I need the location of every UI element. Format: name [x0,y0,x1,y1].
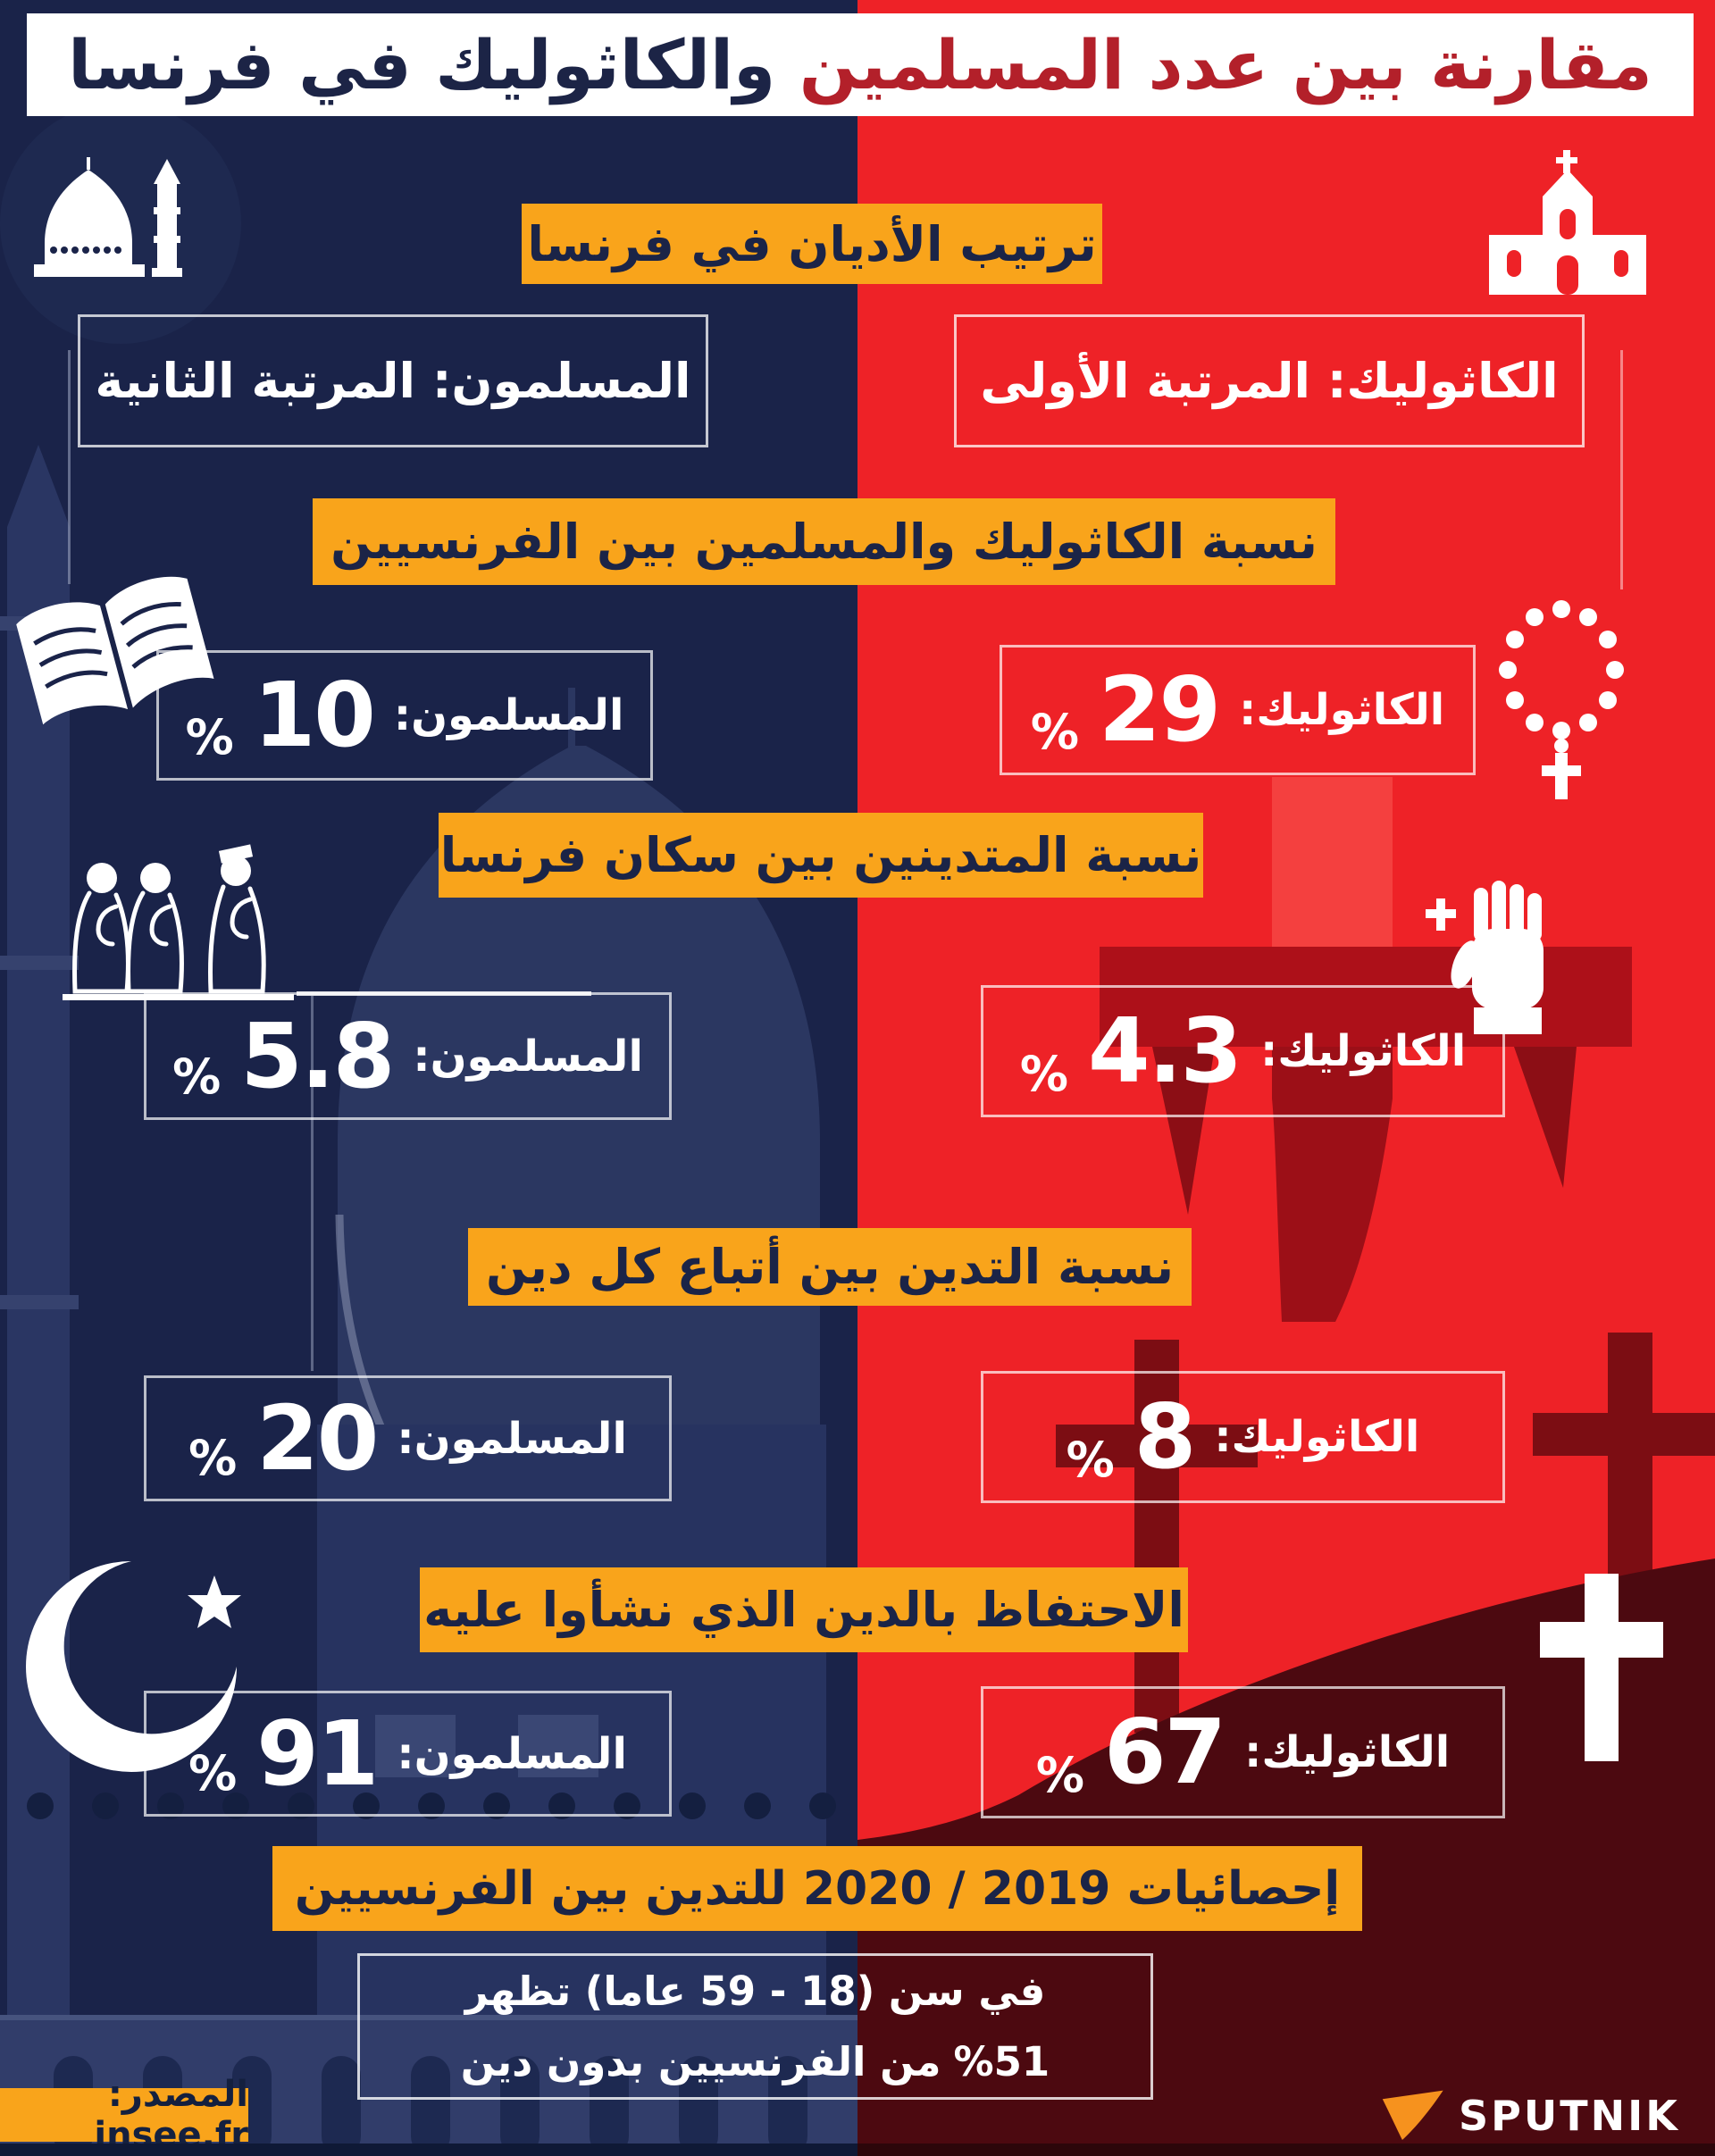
statistics-note-box: في سن (18 - 59 عاما) تظهر 51% من الفرنسي… [357,1953,1153,2100]
devout-muslims-label: المسلمون: [413,1031,643,1082]
page-title-end: والكاثوليك في فرنسا [68,25,799,104]
devout-catholics-percent-sign: % [1019,1046,1068,1102]
header-band: مقارنة بين عدد المسلمين والكاثوليك في فر… [27,13,1694,116]
practice-muslims-label: المسلمون: [397,1413,627,1464]
source-label: المصدر: insee.fr [0,2074,248,2156]
devout-muslims-value: 5.8 [240,1003,395,1108]
practice-muslims-value: 20 [256,1385,379,1491]
note-value: 51 [993,2038,1050,2085]
devout-muslims-stat: المسلمون: 5.8 % [144,992,672,1120]
practice-catholics-percent-sign: % [1066,1432,1115,1488]
devout-muslims-percent-sign: % [172,1049,222,1105]
devout-catholics-value: 4.3 [1087,999,1242,1103]
note-line-2: 51% من الفرنسيين بدون دين [461,2038,1050,2085]
ranking-muslims-box: المسلمون: المرتبة الثانية [78,314,708,447]
section-label-devout: نسبة المتدينين بين سكان فرنسا [439,813,1203,898]
bottom-strip-left [0,2143,858,2156]
ranking-catholics-box: الكاثوليك: المرتبة الأولى [954,314,1585,447]
prayer-drop-line [311,996,314,1371]
retention-muslims-label: المسلمون: [397,1728,627,1779]
retention-muslims-percent-sign: % [188,1745,238,1801]
devout-catholics-label: الكاثوليك: [1260,1026,1467,1076]
devout-catholics-stat: الكاثوليك: 4.3 % [981,985,1505,1117]
rosary-icon [1499,600,1624,799]
practice-muslims-percent-sign: % [188,1430,238,1486]
share-catholics-percent-sign: % [1030,704,1079,760]
share-muslims-stat: المسلمون: 10 % [156,650,653,781]
share-catholics-stat: الكاثوليك: 29 % [1000,645,1476,775]
cross-icon [1540,1574,1663,1761]
share-muslims-percent-sign: % [185,709,234,765]
practice-catholics-value: 8 [1134,1384,1197,1489]
share-muslims-value: 10 [253,663,376,767]
crescent-icon [26,1561,241,1772]
right-connector-line [1620,350,1623,589]
mosque-icon [34,157,182,277]
share-catholics-value: 29 [1098,657,1221,762]
retention-catholics-percent-sign: % [1035,1747,1084,1803]
praying-men-icon [63,844,294,1000]
note-percent-sign: % [953,2038,994,2085]
sputnik-wordmark: SPUTNIK [1459,2092,1680,2140]
retention-catholics-stat: الكاثوليك: 67 % [981,1686,1505,1818]
practice-catholics-label: الكاثوليك: [1214,1412,1420,1462]
section-label-ranking: ترتيب الأديان في فرنسا [522,204,1102,284]
share-catholics-label: الكاثوليك: [1239,685,1445,735]
section-label-share: نسبة الكاثوليك والمسلمين بين الفرنسيين [313,498,1335,585]
retention-catholics-value: 67 [1103,1700,1226,1804]
page-title-start: مقارنة بين عدد المسلمين [799,25,1653,104]
practice-catholics-stat: الكاثوليك: 8 % [981,1371,1505,1503]
praying-hand-icon [1426,881,1544,1034]
church-icon [1489,150,1646,295]
left-connector-line [68,350,71,584]
note-text: من الفرنسيين بدون دين [460,2038,941,2085]
section-label-statistics: إحصائيات 2019 / 2020 للتدين بين الفرنسيي… [272,1846,1362,1931]
page-title: مقارنة بين عدد المسلمين والكاثوليك في فر… [68,25,1653,104]
retention-muslims-value: 91 [256,1701,379,1806]
retention-muslims-stat: المسلمون: 91 % [144,1691,672,1817]
sputnik-arrow-icon [1382,2090,1443,2140]
quran-icon [16,576,214,725]
retention-catholics-label: الكاثوليك: [1244,1727,1451,1777]
practice-muslims-stat: المسلمون: 20 % [144,1375,672,1501]
note-line-1: في سن (18 - 59 عاما) تظهر [464,1968,1046,2015]
bottom-strip-right [858,2143,1715,2156]
share-muslims-label: المسلمون: [393,690,624,740]
sputnik-logo: SPUTNIK [1380,2086,1702,2145]
section-label-retention: الاحتفاظ بالدين الذي نشأوا عليه [420,1567,1188,1652]
section-label-practice: نسبة التدين بين أتباع كل دين [468,1228,1192,1306]
mosque-silhouette-decoration [0,116,858,2156]
